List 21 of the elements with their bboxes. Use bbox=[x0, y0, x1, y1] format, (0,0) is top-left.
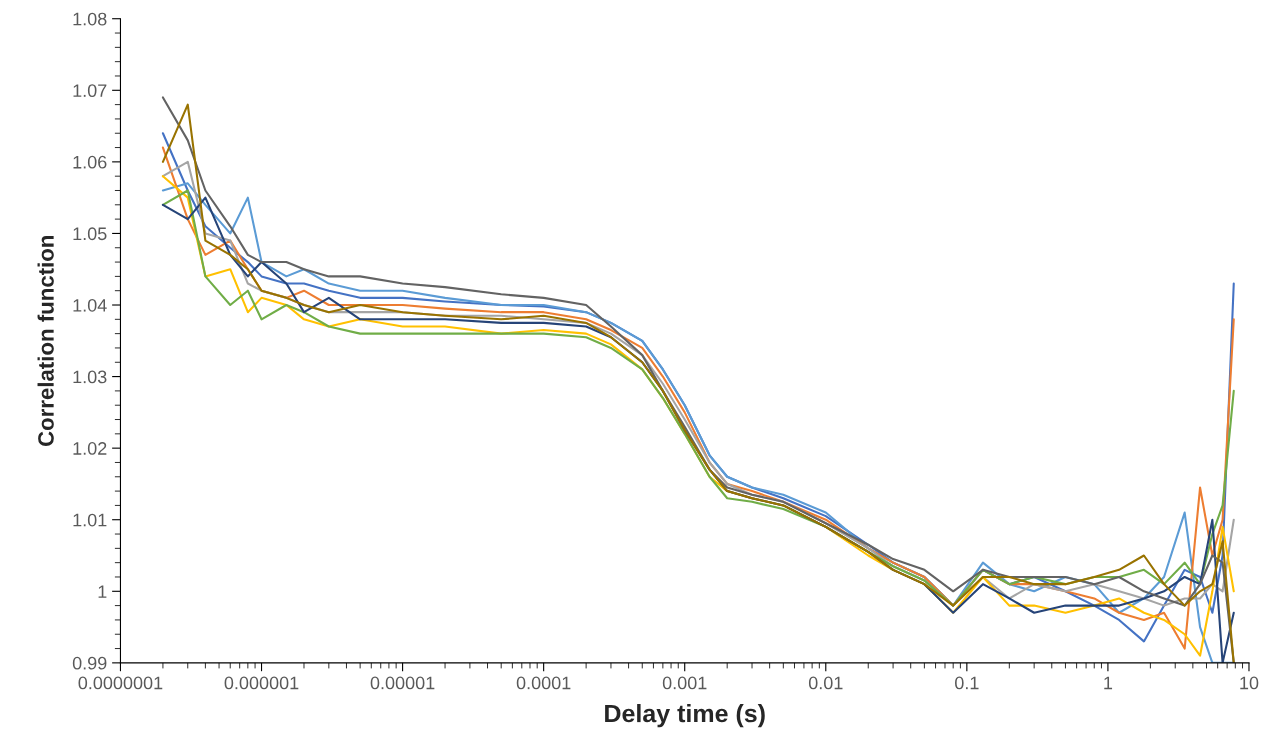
y-tick-label: 1.08 bbox=[73, 12, 107, 26]
y-tick-label: 1.05 bbox=[73, 227, 107, 241]
y-tick-label: 0.99 bbox=[72, 656, 107, 670]
y-axis-title: Correlation function bbox=[37, 236, 54, 447]
x-tick-label: 0.0000001 bbox=[78, 676, 163, 690]
y-tick-label: 1.02 bbox=[73, 442, 107, 455]
x-tick-label: 0.001 bbox=[662, 676, 707, 690]
x-tick-label: 0.00001 bbox=[370, 676, 435, 690]
x-axis-title: Delay time (s) bbox=[605, 704, 765, 728]
x-tick-label: 0.1 bbox=[955, 676, 979, 690]
y-tick-label: 1 bbox=[98, 585, 107, 598]
x-tick-label: 1 bbox=[1104, 676, 1113, 690]
y-tick-label: 1.04 bbox=[73, 298, 107, 312]
y-tick-label: 1.06 bbox=[73, 155, 107, 169]
y-tick-label: 1.03 bbox=[73, 370, 107, 384]
y-tick-label: 1.01 bbox=[73, 513, 107, 527]
x-tick-label: 0.01 bbox=[808, 676, 843, 690]
y-tick-label: 1.07 bbox=[73, 84, 107, 98]
x-tick-label: 0.0001 bbox=[516, 676, 571, 690]
x-tick-label: 0.000001 bbox=[224, 676, 299, 690]
x-tick-label: 10 bbox=[1240, 676, 1259, 690]
